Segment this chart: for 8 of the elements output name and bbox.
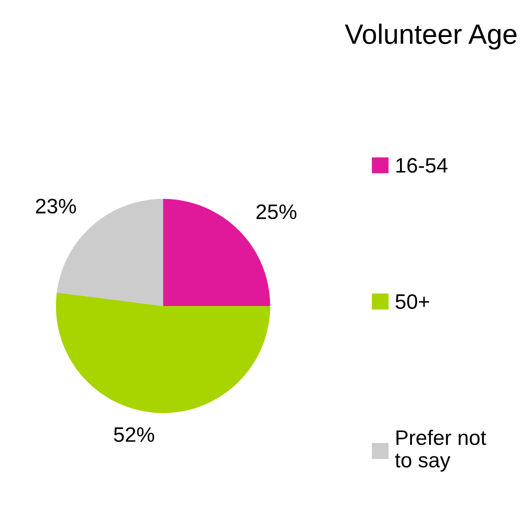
data-label: 52% — [114, 427, 154, 442]
pie-slice — [56, 292, 270, 414]
legend-label: 50+ — [396, 294, 430, 309]
legend-label: 16-54 — [396, 158, 448, 173]
data-label: 25% — [256, 204, 296, 220]
legend-label: Prefer not to say — [395, 430, 486, 472]
data-label: 23% — [36, 198, 76, 214]
chart-title: Volunteer Age — [344, 24, 516, 50]
